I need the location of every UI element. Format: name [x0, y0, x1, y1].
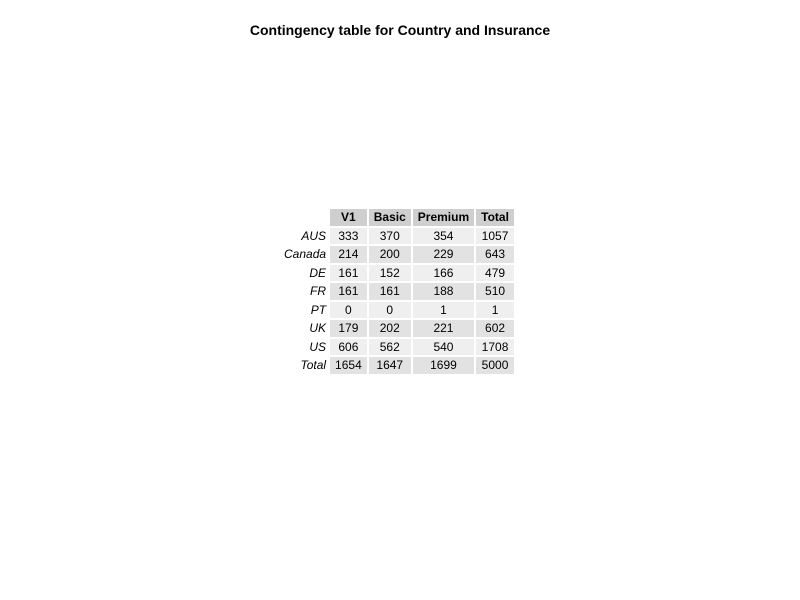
- row-header: US: [309, 339, 327, 354]
- row-header: Total: [300, 358, 327, 373]
- table-row-total: Total 1654 1647 1699 5000: [280, 357, 514, 374]
- corner-cell: [280, 209, 328, 226]
- table-cell: 200: [368, 246, 411, 263]
- col-header-basic: Basic: [368, 209, 411, 226]
- table-cell: 1057: [476, 227, 514, 244]
- table-cell: 333: [330, 227, 367, 244]
- table-cell: 370: [368, 227, 411, 244]
- table-cell: 1: [412, 301, 475, 318]
- row-header: Canada: [284, 247, 327, 262]
- table-cell: 540: [412, 338, 475, 355]
- table-row: PT 0 0 1 1: [280, 301, 514, 318]
- table-cell: 0: [368, 301, 411, 318]
- col-header-v1: V1: [330, 209, 367, 226]
- table-cell: 161: [330, 283, 367, 300]
- table-cell: 214: [330, 246, 367, 263]
- table-cell: 5000: [476, 357, 514, 374]
- table-cell: 1699: [412, 357, 475, 374]
- table-cell: 0: [330, 301, 367, 318]
- table-row: DE 161 152 166 479: [280, 264, 514, 281]
- table-cell: 161: [368, 283, 411, 300]
- table-cell: 188: [412, 283, 475, 300]
- table-row: UK 179 202 221 602: [280, 320, 514, 337]
- row-header: FR: [310, 284, 327, 299]
- table-cell: 1647: [368, 357, 411, 374]
- table-row: Canada 214 200 229 643: [280, 246, 514, 263]
- table-cell: 161: [330, 264, 367, 281]
- table-cell: 1708: [476, 338, 514, 355]
- header-row: V1 Basic Premium Total: [280, 209, 514, 226]
- table-cell: 1654: [330, 357, 367, 374]
- col-header-premium: Premium: [412, 209, 475, 226]
- row-header: PT: [310, 302, 327, 317]
- table-cell: 562: [368, 338, 411, 355]
- table-body: AUS 333 370 354 1057 Canada 214 200 229 …: [280, 227, 514, 374]
- row-header: AUS: [301, 228, 327, 243]
- table-cell: 179: [330, 320, 367, 337]
- table-cell: 602: [476, 320, 514, 337]
- table-cell: 354: [412, 227, 475, 244]
- table-cell: 1: [476, 301, 514, 318]
- table-cell: 510: [476, 283, 514, 300]
- col-header-total: Total: [476, 209, 514, 226]
- row-header: DE: [309, 265, 327, 280]
- contingency-table: V1 Basic Premium Total AUS 333 370 354 1…: [278, 207, 516, 376]
- table-cell: 479: [476, 264, 514, 281]
- table-row: US 606 562 540 1708: [280, 338, 514, 355]
- table-row: FR 161 161 188 510: [280, 283, 514, 300]
- table-cell: 152: [368, 264, 411, 281]
- table-cell: 229: [412, 246, 475, 263]
- table-cell: 166: [412, 264, 475, 281]
- table-cell: 606: [330, 338, 367, 355]
- chart-title: Contingency table for Country and Insura…: [249, 22, 551, 38]
- row-header: UK: [309, 321, 327, 336]
- table-row: AUS 333 370 354 1057: [280, 227, 514, 244]
- table-cell: 643: [476, 246, 514, 263]
- table-cell: 221: [412, 320, 475, 337]
- table-cell: 202: [368, 320, 411, 337]
